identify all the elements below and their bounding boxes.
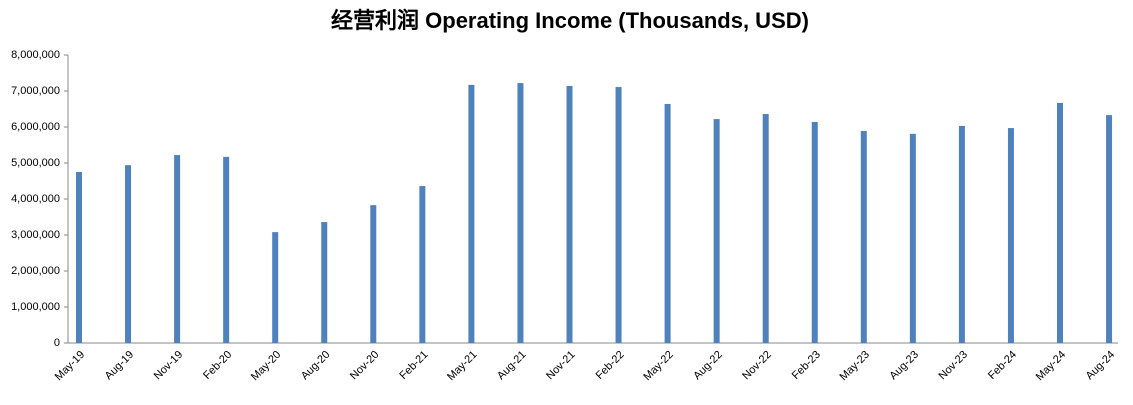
chart-title: 经营利润 Operating Income (Thousands, USD) [331, 8, 809, 33]
bar [517, 83, 524, 343]
y-tick-label: 7,000,000 [11, 85, 60, 97]
bar [468, 84, 475, 343]
x-tick-label: Aug-19 [103, 349, 137, 383]
y-tick-label: 1,000,000 [11, 301, 60, 313]
bar [860, 130, 867, 343]
bar [566, 85, 573, 344]
y-tick-label: 5,000,000 [11, 157, 60, 169]
bar [125, 165, 132, 343]
bar [1106, 115, 1113, 344]
y-tick-label: 8,000,000 [11, 49, 60, 61]
bar [419, 186, 426, 343]
bar [811, 121, 818, 344]
x-tick-label: May-21 [445, 349, 479, 383]
bar [762, 114, 769, 343]
x-tick-label: Aug-22 [691, 349, 725, 383]
bar [664, 103, 671, 344]
x-tick-label: Nov-20 [348, 349, 382, 383]
y-tick-label: 4,000,000 [11, 193, 60, 205]
y-tick-label: 6,000,000 [11, 121, 60, 133]
x-tick-label: Aug-20 [299, 349, 333, 383]
x-tick-label: Feb-20 [201, 349, 234, 382]
x-tick-label: Feb-21 [397, 349, 430, 382]
x-tick-label: May-24 [1034, 349, 1068, 383]
x-tick-label: Aug-24 [1084, 349, 1118, 383]
bar [223, 156, 230, 343]
x-tick-label: Aug-23 [887, 349, 921, 383]
bar [958, 125, 965, 343]
bar [272, 232, 279, 343]
y-tick-label: 3,000,000 [11, 229, 60, 241]
x-tick-label: Feb-23 [790, 349, 823, 382]
x-tick-label: Aug-21 [495, 349, 529, 383]
x-tick-label: Nov-21 [544, 349, 578, 383]
x-tick-label: Nov-22 [740, 349, 774, 383]
x-tick-label: May-23 [838, 349, 872, 383]
bar [370, 205, 377, 343]
y-tick-label: 2,000,000 [11, 265, 60, 277]
bar [713, 119, 720, 343]
bar [76, 172, 82, 343]
bar [1057, 102, 1063, 343]
x-tick-label: May-22 [641, 349, 675, 383]
bar [615, 87, 622, 343]
x-tick-label: May-20 [249, 349, 283, 383]
x-tick-label: Feb-22 [594, 349, 627, 382]
bar [321, 222, 328, 343]
bar [174, 155, 181, 343]
x-tick-label: Feb-24 [986, 349, 1019, 382]
x-tick-label: May-19 [53, 349, 87, 383]
x-tick-label: Nov-23 [937, 349, 971, 383]
y-tick-label: 0 [54, 337, 60, 349]
bar [1007, 128, 1014, 343]
bar [909, 133, 916, 343]
x-tick-label: Nov-19 [152, 349, 186, 383]
